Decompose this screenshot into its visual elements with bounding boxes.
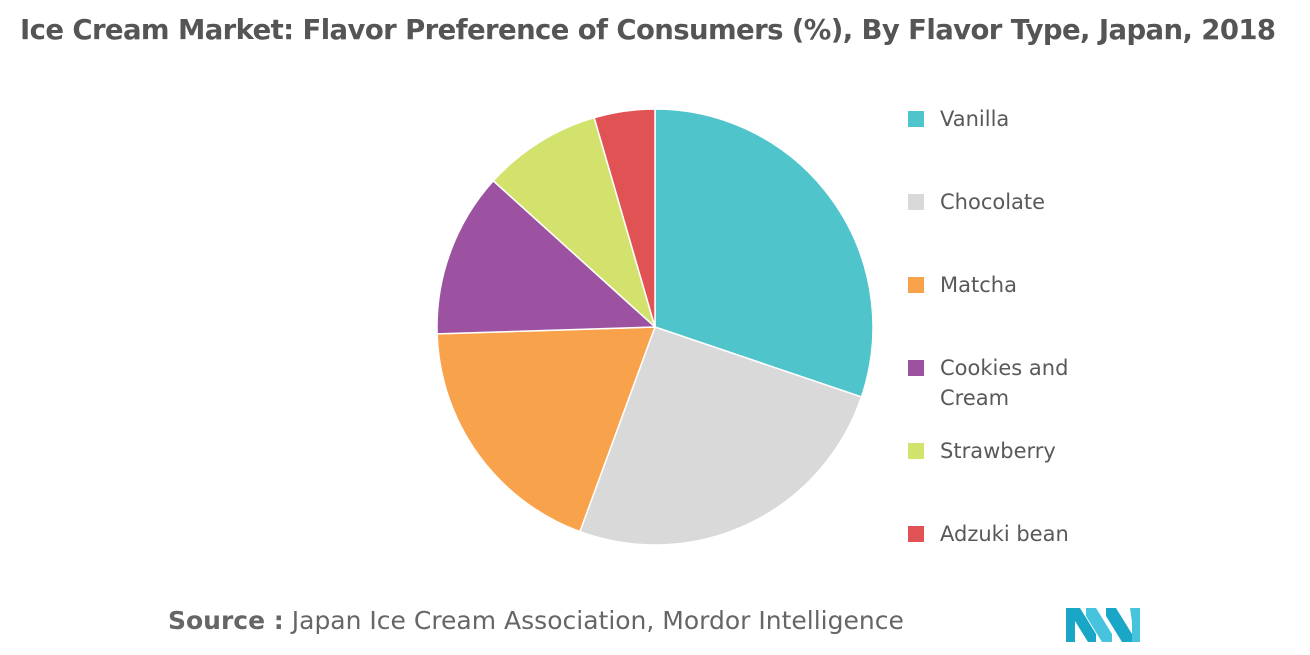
legend-item-chocolate: Chocolate: [908, 187, 1100, 217]
legend-swatch-adzuki-bean: [908, 526, 924, 542]
chart-title: Ice Cream Market: Flavor Preference of C…: [20, 14, 1276, 46]
legend-swatch-strawberry: [908, 443, 924, 459]
pie-slice-adzuki-bean: [593, 108, 656, 328]
source-text: Japan Ice Cream Association, Mordor Inte…: [291, 606, 904, 635]
legend-item-strawberry: Strawberry: [908, 436, 1100, 466]
legend-label-vanilla: Vanilla: [940, 107, 1010, 131]
legend-item-matcha: Matcha: [908, 270, 1100, 300]
mordor-intelligence-logo-icon: [1066, 608, 1140, 642]
legend-swatch-cookies-and-cream: [908, 360, 924, 376]
legend-label-chocolate: Chocolate: [940, 190, 1046, 214]
legend-swatch-chocolate: [908, 194, 924, 210]
pie-slice-cookies-and-cream: [436, 179, 657, 335]
pie-slice-strawberry: [492, 116, 657, 330]
legend-label-adzuki-bean: Adzuki bean: [940, 522, 1069, 546]
source-label: Source :: [168, 606, 284, 635]
pie-slice-chocolate: [578, 326, 863, 546]
legend-swatch-matcha: [908, 277, 924, 293]
source-note: Source : Japan Ice Cream Association, Mo…: [168, 606, 904, 635]
legend-item-cookies-and-cream: Cookies and Cream: [908, 353, 1100, 413]
pie-slice-matcha: [436, 326, 657, 533]
legend-item-vanilla: Vanilla: [908, 104, 1100, 134]
legend-label-cookies-and-cream: Cookies and Cream: [940, 356, 1069, 410]
legend-item-adzuki-bean: Adzuki bean: [908, 519, 1100, 549]
pie-slice-vanilla: [654, 108, 874, 398]
legend-swatch-vanilla: [908, 111, 924, 127]
legend-label-matcha: Matcha: [940, 273, 1017, 297]
legend-label-strawberry: Strawberry: [940, 439, 1056, 463]
